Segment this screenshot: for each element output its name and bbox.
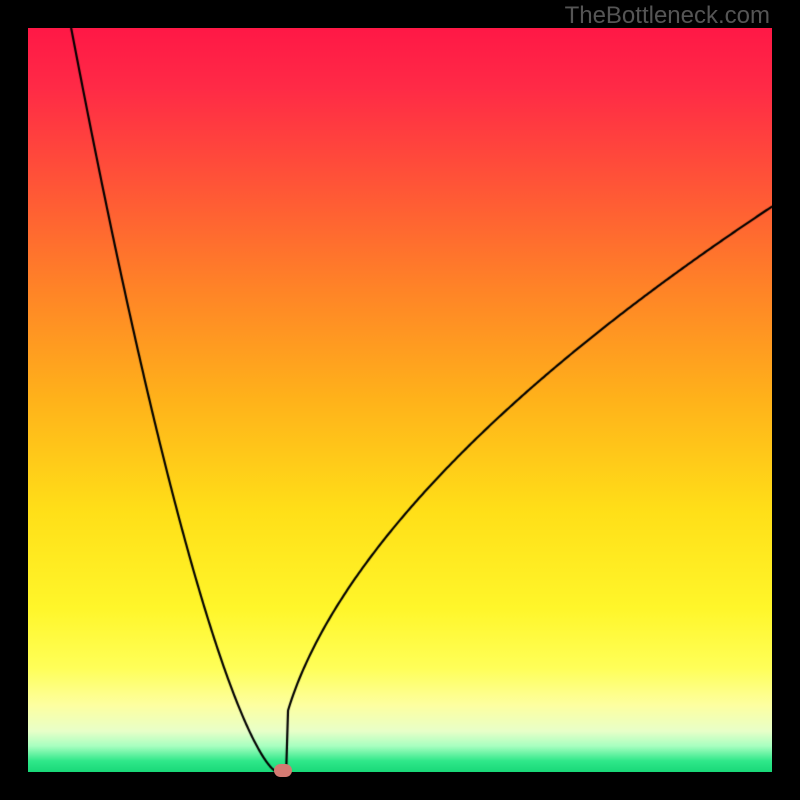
bottleneck-curve-canvas: [0, 0, 800, 800]
minimum-point-marker: [274, 764, 292, 777]
